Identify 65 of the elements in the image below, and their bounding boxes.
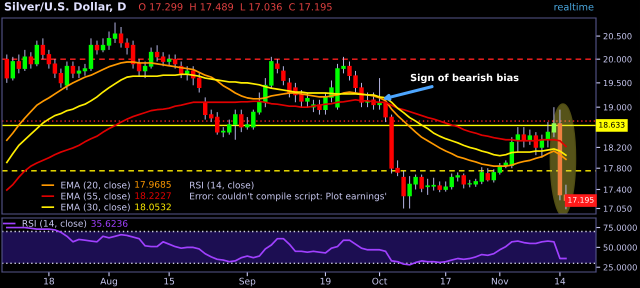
x-tick-label: 17: [440, 278, 451, 284]
candlestick: [516, 126, 520, 154]
y-tick-label: 50.0000: [604, 244, 637, 251]
x-tick-label: 14: [555, 278, 566, 284]
candlestick: [34, 40, 40, 67]
candlestick: [239, 109, 244, 133]
candlestick: [341, 56, 346, 74]
line-series: [6, 226, 567, 266]
candlestick: [28, 52, 34, 70]
candlestick: [353, 70, 358, 94]
chart-title: Silver/U.S. Dollar, D: [4, 2, 126, 12]
y-tick-label: 20.500: [604, 33, 632, 40]
x-tick-label: 19: [320, 278, 331, 285]
x-tick-label: Oct: [372, 278, 388, 285]
candlestick: [281, 66, 286, 86]
candlestick: [377, 78, 382, 110]
candlestick: [275, 58, 280, 74]
y-tick-label: 17.050: [604, 205, 632, 212]
annotation: 18.0532: [135, 203, 171, 210]
candlestick: [534, 132, 538, 156]
candlestick: [540, 134, 544, 158]
annotation: RSI (14, close): [190, 181, 254, 190]
candlestick: [172, 54, 178, 70]
x-tick-label: 18: [44, 278, 54, 285]
legend-label: RSI (14, close): [22, 220, 86, 228]
annotation: Sign of bearish bias: [410, 74, 519, 84]
candlestick: [347, 61, 352, 81]
candlestick: [22, 49, 28, 72]
x-tick-label: Nov: [492, 278, 508, 285]
y-tick-label: 19.500: [604, 80, 632, 86]
text: O 17.299 H 17.489 L 17.036 C 17.195: [138, 3, 332, 11]
y-tick-label: 17.800: [604, 165, 632, 172]
text: realtime: [554, 3, 594, 11]
annotation: 17.9685: [135, 180, 171, 188]
x-tick-label: 15: [164, 278, 174, 285]
y-tick-label: 25.0000: [604, 264, 637, 271]
y-tick-label: 18.200: [604, 144, 632, 151]
candlestick: [76, 66, 82, 79]
annotation: 18.2227: [135, 192, 171, 200]
legend-label: EMA (55, close): [61, 192, 130, 201]
candlestick: [437, 180, 442, 193]
candlestick: [70, 61, 76, 79]
candlestick: [64, 61, 70, 91]
candlestick: [419, 174, 424, 193]
candlestick: [401, 170, 406, 209]
x-tick-label: Sep: [239, 278, 256, 286]
annotation: Error: couldn't compile script: Plot earnings': [190, 192, 386, 202]
candlestick: [462, 173, 466, 189]
y-tick-label: 17.400: [604, 186, 632, 193]
legend-label: EMA (20, close): [61, 181, 130, 190]
candlestick: [184, 66, 190, 81]
y-tick-label: 75.0000: [604, 224, 637, 231]
annotation: 35.6236: [91, 220, 128, 227]
y-tick-label: 20.000: [604, 56, 632, 62]
candlestick: [486, 168, 490, 182]
y-tick-label: 19.000: [604, 104, 632, 110]
x-tick-label: Aug: [100, 278, 118, 286]
candlestick: [106, 31, 112, 50]
candlestick: [16, 54, 22, 74]
candlestick: [88, 38, 94, 72]
legend-label: EMA (30, close): [61, 203, 130, 212]
candlestick: [552, 106, 556, 138]
candlestick: [10, 56, 16, 81]
candlestick: [4, 54, 10, 84]
candlestick: [82, 63, 88, 76]
